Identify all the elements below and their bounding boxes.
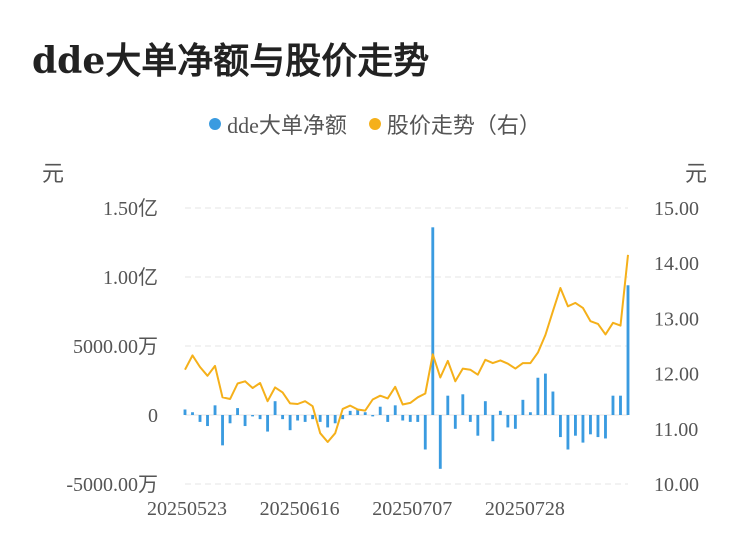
left-tick-label: 1.50亿 [103,197,158,220]
bar [536,377,540,415]
right-tick-label: 15.00 [654,198,699,220]
bar [296,415,300,421]
bar [558,415,562,438]
bar [491,415,495,442]
price-line [184,254,629,443]
left-axis-unit: 元 [42,161,65,186]
bar [626,285,630,415]
right-tick-label: 13.00 [654,308,699,330]
right-tick-label: 10.00 [654,474,699,496]
bar [408,415,412,422]
left-tick-label: 0 [148,405,158,427]
bar [468,415,472,422]
bar [221,415,224,446]
x-tick-label: 20250616 [260,498,340,520]
bar [183,409,187,415]
bar [273,401,277,415]
bar [191,412,194,415]
bar [619,395,622,415]
legend: dde大单净额 股价走势（右） [0,108,750,140]
bar [363,412,367,415]
bar [596,415,600,438]
bar [574,415,577,436]
bar [378,406,382,415]
right-tick-label: 11.00 [654,419,698,441]
bar [341,415,345,420]
bar [611,395,615,415]
legend-item-dde[interactable]: dde大单净额 [209,108,347,140]
bar [543,373,547,415]
bar [251,415,255,417]
right-tick-label: 14.00 [654,253,699,275]
bar [213,405,217,415]
left-tick-label: -5000.00万 [66,474,158,496]
bar [288,415,292,431]
bar [551,391,555,415]
left-tick-label: 5000.00万 [73,336,158,358]
x-tick-label: 20250707 [372,498,452,520]
bar [371,415,375,417]
bar [416,415,420,422]
bar [318,415,322,422]
bar [401,415,405,421]
bar [438,415,442,469]
legend-label-dde: dde大单净额 [227,113,347,138]
bar [521,399,525,415]
bar [206,415,209,427]
bar [333,415,337,424]
legend-label-price: 股价走势（右） [386,113,541,138]
bar [446,395,450,415]
bar [393,405,397,415]
bar [423,415,427,450]
bar [236,408,239,415]
bar [258,415,262,420]
bar [483,401,487,415]
bar [311,415,315,420]
legend-dot-dde [209,118,222,130]
bar [348,410,352,415]
bar [566,415,570,450]
x-tick-label: 20250523 [147,498,227,520]
bar [303,415,307,422]
bar [513,415,517,429]
bar [506,415,510,428]
bar [228,415,232,424]
right-tick-label: 12.00 [654,364,699,386]
bar [581,415,585,443]
bar [386,415,390,422]
legend-item-price[interactable]: 股价走势（右） [368,108,541,140]
bar [453,415,457,429]
chart-title: dde大单净额与股价走势 [32,40,430,82]
x-tick-label: 20250728 [485,498,565,520]
bar [281,415,285,420]
bar [198,415,202,422]
bar [498,410,502,415]
left-tick-label: 1.00亿 [103,266,158,289]
bar [604,415,607,439]
bar [528,412,532,415]
bar [431,227,435,415]
bar [326,415,330,428]
bar [461,394,465,415]
bar [476,415,480,436]
bar [243,415,247,427]
right-axis-unit: 元 [685,161,708,186]
bar [266,415,270,432]
bar [356,409,360,415]
legend-dot-price [368,118,381,130]
bar [589,415,592,435]
